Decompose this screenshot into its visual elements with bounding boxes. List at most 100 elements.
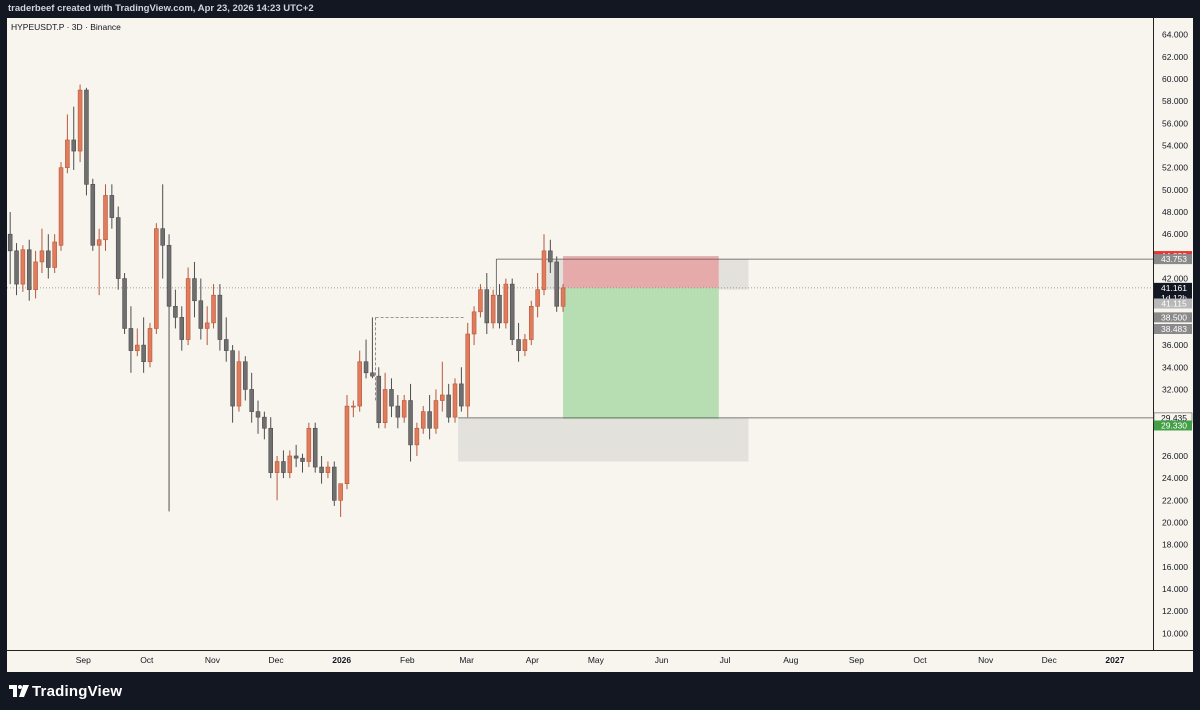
- candle-30: [198, 278, 204, 340]
- candle-body: [52, 241, 57, 268]
- candle-body: [363, 361, 369, 374]
- candle-54: [351, 400, 356, 418]
- candle-63: [408, 383, 413, 462]
- candle-body: [332, 466, 337, 501]
- candle-34: [223, 317, 229, 362]
- y-tick-label: 26.000: [1162, 451, 1188, 461]
- price-label-text: 41.115: [1161, 299, 1187, 309]
- x-tick-label: Sep: [849, 655, 864, 665]
- candle-body: [255, 411, 261, 418]
- candle-21: [141, 317, 146, 373]
- y-tick-label: 64.000: [1162, 30, 1188, 40]
- candle-44: [287, 450, 293, 479]
- x-tick-label: Feb: [400, 655, 415, 665]
- candle-46: [300, 453, 305, 473]
- candle-body: [46, 250, 51, 268]
- candle-body: [319, 466, 324, 473]
- candle-body: [77, 89, 83, 152]
- candle-11: [77, 84, 83, 163]
- candle-40: [262, 411, 267, 440]
- candle-77: [497, 284, 502, 329]
- candle-body: [433, 400, 439, 429]
- candle-body: [344, 405, 350, 484]
- x-tick-label: Dec: [268, 655, 284, 665]
- x-tick-label: Apr: [526, 655, 539, 665]
- candle-3: [26, 239, 32, 301]
- candle-85: [548, 239, 553, 274]
- y-tick-label: 42.000: [1162, 274, 1188, 284]
- candle-28: [185, 267, 191, 346]
- candle-body: [357, 361, 362, 407]
- chart-canvas[interactable]: HYPEUSDT.P · 3D · Binance 64.000 62.000 60.…: [7, 18, 1193, 672]
- price-label-bg: [1154, 298, 1192, 309]
- y-tick-label: 12.000: [1162, 606, 1188, 616]
- candle-body: [262, 416, 267, 429]
- candle-body: [90, 184, 96, 246]
- x-tick-label: 2026: [332, 655, 351, 665]
- candle-87: [560, 284, 566, 312]
- x-tick-label: 2027: [1105, 655, 1124, 665]
- x-tick-label: Jul: [720, 655, 731, 665]
- candle-body: [128, 328, 134, 351]
- candle-20: [135, 328, 140, 357]
- candle-body: [135, 344, 140, 351]
- candle-76: [490, 289, 496, 329]
- candle-26: [173, 289, 178, 329]
- time-axis: [7, 650, 1193, 672]
- candle-36: [236, 350, 242, 412]
- candle-body: [395, 405, 401, 418]
- candle-body: [236, 361, 242, 407]
- candle-body: [173, 305, 178, 318]
- candle-body: [58, 167, 64, 246]
- price-label-text: 29.435: [1161, 413, 1187, 423]
- y-tick-label: 60.000: [1162, 74, 1188, 84]
- price-label-bg: [1154, 312, 1192, 323]
- candle-59: [382, 372, 388, 429]
- candle-body: [141, 344, 146, 363]
- candle-18: [122, 273, 127, 334]
- candle-body: [33, 261, 38, 290]
- candle-0: [7, 212, 13, 285]
- candle-7: [52, 234, 57, 274]
- price-label-text: 38.500: [1161, 312, 1187, 322]
- candle-66: [427, 394, 432, 440]
- x-tick-label: Dec: [1042, 655, 1058, 665]
- price-label-5: 38.483: [1154, 324, 1192, 335]
- candle-body: [217, 294, 223, 340]
- candle-1: [14, 243, 19, 296]
- y-tick-label: 20.000: [1162, 517, 1188, 527]
- candle-body: [503, 283, 509, 324]
- y-tick-label: 52.000: [1162, 163, 1188, 173]
- candle-78: [503, 278, 509, 329]
- candle-45: [293, 444, 299, 468]
- candle-body: [249, 389, 254, 412]
- y-tick-label: 48.000: [1162, 207, 1188, 217]
- candle-body: [160, 228, 165, 246]
- price-label-3: 41.115: [1154, 298, 1192, 309]
- candle-body: [446, 394, 451, 418]
- candle-79: [509, 278, 515, 346]
- candle-62: [401, 394, 407, 423]
- candle-body: [427, 411, 432, 429]
- candle-body: [351, 405, 356, 408]
- candle-body: [154, 228, 159, 329]
- candle-body: [192, 278, 197, 302]
- candle-51: [332, 461, 337, 506]
- candle-73: [471, 306, 477, 346]
- candle-body: [147, 328, 153, 363]
- candle-body: [293, 455, 299, 459]
- x-tick-label: Nov: [978, 655, 994, 665]
- candle-body: [389, 389, 394, 407]
- y-tick-label: 16.000: [1162, 562, 1188, 572]
- candle-9: [65, 114, 70, 174]
- candle-body: [115, 217, 121, 279]
- price-label-bg: [1154, 282, 1192, 303]
- price-label-text: 41.161: [1161, 283, 1187, 293]
- candle-72: [465, 322, 471, 418]
- candle-body: [7, 233, 13, 252]
- x-tick-label: Jun: [655, 655, 669, 665]
- candle-body: [370, 372, 375, 377]
- y-tick-label: 56.000: [1162, 118, 1188, 128]
- x-tick-label: Oct: [913, 655, 927, 665]
